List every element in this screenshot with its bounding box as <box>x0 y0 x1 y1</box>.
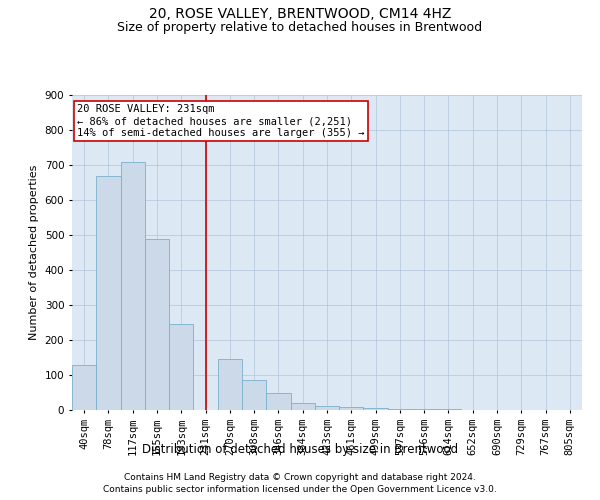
Bar <box>364 408 388 410</box>
Text: Contains public sector information licensed under the Open Government Licence v3: Contains public sector information licen… <box>103 485 497 494</box>
Text: 20 ROSE VALLEY: 231sqm
← 86% of detached houses are smaller (2,251)
14% of semi-: 20 ROSE VALLEY: 231sqm ← 86% of detached… <box>77 104 365 138</box>
Bar <box>290 403 315 410</box>
Bar <box>388 409 412 410</box>
Bar <box>218 359 242 410</box>
Y-axis label: Number of detached properties: Number of detached properties <box>29 165 39 340</box>
Bar <box>169 324 193 410</box>
Text: Distribution of detached houses by size in Brentwood: Distribution of detached houses by size … <box>142 442 458 456</box>
Bar <box>96 176 121 410</box>
Bar <box>242 380 266 410</box>
Text: 20, ROSE VALLEY, BRENTWOOD, CM14 4HZ: 20, ROSE VALLEY, BRENTWOOD, CM14 4HZ <box>149 8 451 22</box>
Bar <box>266 392 290 410</box>
Bar <box>315 406 339 410</box>
Bar <box>121 162 145 410</box>
Text: Contains HM Land Registry data © Crown copyright and database right 2024.: Contains HM Land Registry data © Crown c… <box>124 472 476 482</box>
Bar <box>339 407 364 410</box>
Bar <box>72 364 96 410</box>
Text: Size of property relative to detached houses in Brentwood: Size of property relative to detached ho… <box>118 21 482 34</box>
Bar <box>145 238 169 410</box>
